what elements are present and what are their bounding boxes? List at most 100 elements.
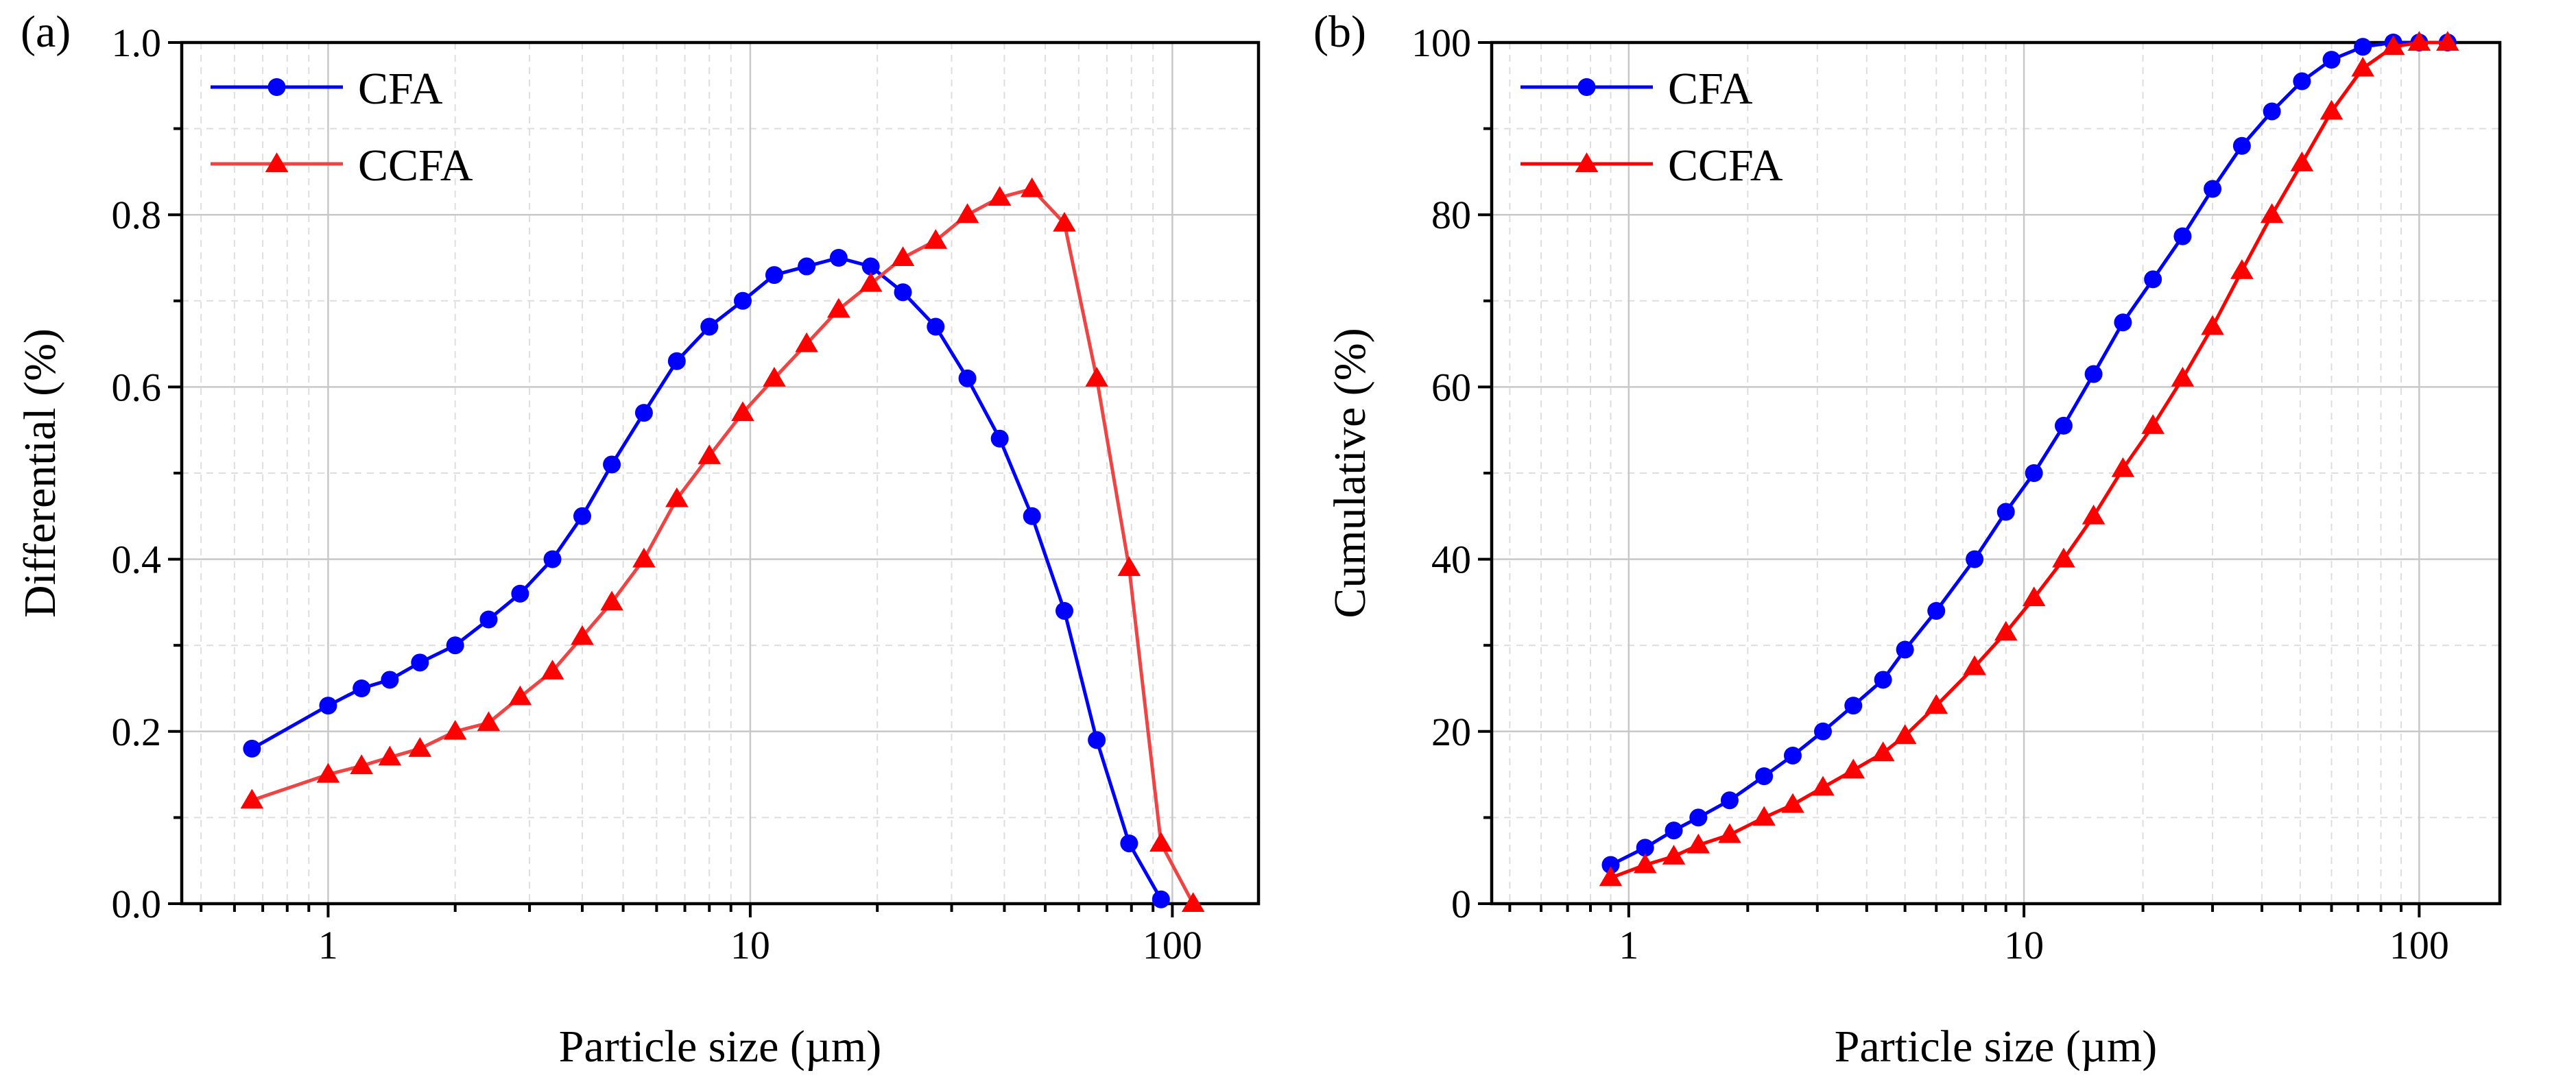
x-tick-label: 100 <box>1143 923 1202 967</box>
data-point <box>2322 51 2341 69</box>
data-point <box>543 550 562 568</box>
data-point <box>2319 99 2344 120</box>
grid <box>1492 43 2500 904</box>
data-point <box>1841 758 1865 779</box>
legend-marker <box>265 152 289 172</box>
legend-marker <box>267 78 286 96</box>
y-tick-label: 80 <box>1431 193 1471 237</box>
data-point <box>894 283 912 302</box>
axis-ticks <box>1478 41 2421 917</box>
data-point <box>1996 503 2015 521</box>
legend-label: CFA <box>358 64 443 114</box>
data-point <box>1896 640 1914 659</box>
data-point <box>924 229 948 249</box>
panel-b-cumulative: 1 10 100 0 20 40 60 80 100 Particle size (µm) Cumu… <box>1313 7 2502 1072</box>
data-point <box>1599 866 1623 887</box>
series-ccfa <box>240 177 1205 912</box>
data-point <box>1927 601 1946 620</box>
panel-label: (b) <box>1313 7 1366 57</box>
y-tick-label: 0.0 <box>112 882 162 926</box>
axis-ticks <box>168 41 1174 917</box>
data-point <box>2351 56 2374 77</box>
data-point <box>798 257 816 276</box>
data-point <box>1893 724 1917 745</box>
y-axis-title: Cumulative (%) <box>1325 328 1375 618</box>
data-point <box>1720 791 1739 810</box>
legend-label: CCFA <box>358 141 473 191</box>
legend: CFA CCFA <box>1520 64 1783 191</box>
panel-a-differential: 1 10 100 0.0 0.2 0.4 0.6 0.8 1.0 Particle size (µ… <box>15 7 1261 1072</box>
data-point <box>1811 775 1835 796</box>
data-point <box>2082 505 2106 525</box>
y-axis-title: Differential (%) <box>15 328 65 618</box>
data-point <box>2354 38 2372 56</box>
data-point <box>240 788 264 809</box>
data-point <box>2260 203 2284 224</box>
data-point <box>1117 556 1141 577</box>
y-tick-label: 40 <box>1431 538 1471 582</box>
data-point <box>1023 507 1041 525</box>
data-point <box>2084 365 2103 383</box>
data-point <box>540 660 564 679</box>
data-point <box>731 401 754 422</box>
data-point <box>1781 793 1804 813</box>
data-point <box>1053 211 1076 232</box>
legend-label: CCFA <box>1668 141 1783 191</box>
data-point <box>1844 697 1863 715</box>
data-point <box>2204 180 2222 198</box>
data-point <box>795 332 818 352</box>
y-tick-label: 0.8 <box>112 193 162 237</box>
data-point <box>1636 839 1654 857</box>
data-point <box>571 625 594 645</box>
data-point <box>632 547 656 568</box>
data-point <box>603 455 621 474</box>
legend-marker <box>1575 152 1599 172</box>
data-point <box>2293 72 2311 91</box>
data-point <box>2407 31 2431 51</box>
data-point <box>700 317 719 336</box>
data-point <box>697 444 721 464</box>
data-point <box>667 352 686 370</box>
data-point <box>443 720 467 740</box>
data-point <box>243 739 261 758</box>
series-ccfa <box>1599 31 2459 887</box>
data-point <box>2230 259 2254 279</box>
data-point <box>2381 35 2405 56</box>
data-point <box>927 317 945 336</box>
data-point <box>634 404 653 422</box>
data-point <box>1871 741 1895 762</box>
data-point <box>1633 853 1657 874</box>
legend-item: CCFA <box>211 141 473 191</box>
y-tick-label: 100 <box>1411 21 1471 65</box>
data-point <box>1963 655 1986 675</box>
data-point <box>1689 808 1708 827</box>
data-point <box>891 246 915 266</box>
data-point <box>2022 586 2046 607</box>
data-point <box>1088 731 1106 749</box>
y-tick-label: 0.4 <box>112 538 162 582</box>
data-point <box>1813 722 1832 740</box>
data-point <box>1665 821 1683 840</box>
data-point <box>508 685 532 706</box>
panel-label: (a) <box>21 7 71 57</box>
data-point <box>2173 227 2192 245</box>
data-point <box>1055 601 1073 620</box>
x-tick-label: 10 <box>730 923 770 967</box>
series-line <box>251 256 1163 900</box>
y-tick-label: 0 <box>1451 882 1471 926</box>
data-point <box>958 369 977 387</box>
data-point <box>446 636 464 655</box>
data-point <box>665 487 689 507</box>
data-point <box>600 590 623 611</box>
data-point <box>827 298 850 318</box>
x-axis-title: Particle size (µm) <box>1835 1022 2158 1072</box>
data-point <box>1718 823 1741 843</box>
legend-item: CFA <box>211 64 443 114</box>
data-point <box>1686 833 1710 854</box>
x-tick-label: 100 <box>2389 923 2449 967</box>
data-point <box>1152 890 1170 908</box>
data-point <box>381 671 399 689</box>
data-point <box>1085 367 1108 387</box>
data-point <box>1966 550 1984 568</box>
